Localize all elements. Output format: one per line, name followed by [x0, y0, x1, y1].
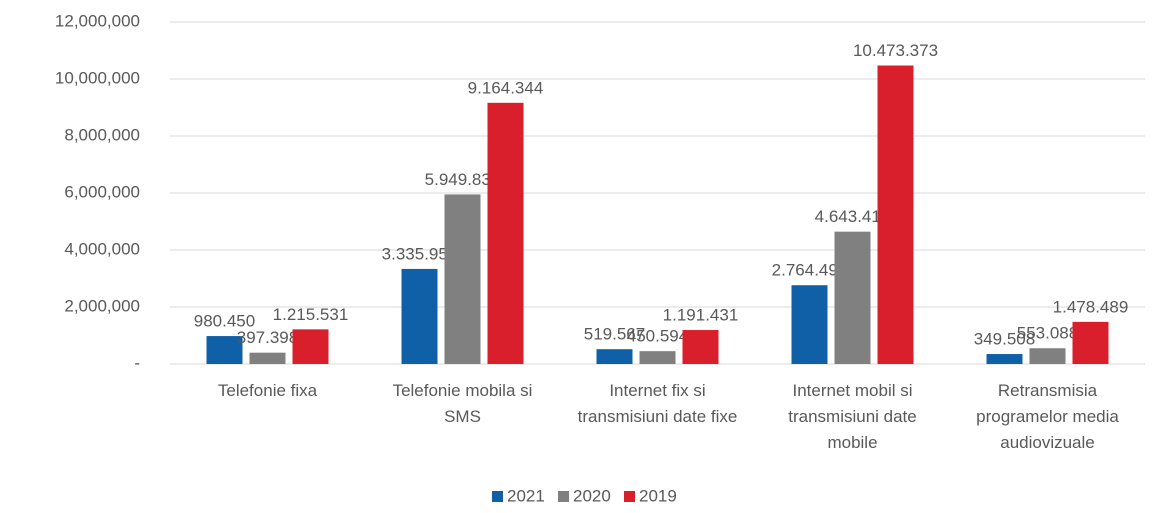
data-label: 397.398	[237, 328, 298, 347]
y-tick-label: 6,000,000	[64, 182, 140, 201]
bar	[249, 352, 286, 364]
data-label: 980.450	[194, 312, 255, 331]
data-label: 1.478.489	[1053, 297, 1129, 316]
data-label: 4.643.419	[815, 207, 891, 226]
bar	[1029, 348, 1066, 364]
data-label: 10.473.373	[853, 41, 938, 60]
bar	[791, 285, 828, 364]
bar	[986, 354, 1023, 364]
x-tick-label: Internet fix si transmisiuni date fixe	[577, 381, 738, 426]
bar	[292, 329, 329, 364]
y-tick-label: 8,000,000	[64, 125, 140, 144]
bar	[487, 102, 524, 364]
data-label: 3.335.954	[382, 244, 458, 263]
legend-swatch	[492, 491, 503, 502]
bar	[639, 351, 676, 364]
data-label: 1.191.431	[663, 306, 739, 325]
bar	[877, 65, 914, 364]
y-tick-label: 10,000,000	[55, 68, 140, 87]
legend-label: 2020	[573, 486, 611, 505]
y-tick-label: 12,000,000	[55, 11, 140, 30]
data-label: 553.088	[1017, 324, 1078, 343]
data-label: 5.949.834	[425, 170, 501, 189]
x-tick-label: Telefonie mobila si SMS	[392, 381, 533, 426]
y-tick-label: 2,000,000	[64, 296, 140, 315]
bar	[1072, 321, 1109, 364]
y-tick-label: -	[134, 353, 140, 372]
data-label: 349.508	[974, 330, 1035, 349]
legend-swatch	[624, 491, 635, 502]
x-tick-label: Internet mobil si transmisiuni date mobi…	[788, 381, 917, 452]
legend-label: 2021	[507, 486, 545, 505]
bar	[682, 330, 719, 364]
legend-swatch	[558, 491, 569, 502]
data-label: 450.594	[627, 327, 688, 346]
y-tick-label: 4,000,000	[64, 239, 140, 258]
data-label: 2.764.493	[772, 261, 848, 280]
bar	[401, 268, 438, 364]
data-label: 9.164.344	[468, 78, 544, 97]
legend-label: 2019	[639, 486, 677, 505]
data-label: 519.567	[584, 325, 645, 344]
x-tick-label: Retransmisia programelor media audiovizu…	[976, 381, 1119, 452]
bar	[206, 336, 243, 364]
bar	[444, 194, 481, 364]
bar	[596, 349, 633, 364]
x-tick-label: Telefonie fixa	[217, 381, 318, 400]
data-label: 1.215.531	[273, 305, 349, 324]
bar	[834, 231, 871, 364]
